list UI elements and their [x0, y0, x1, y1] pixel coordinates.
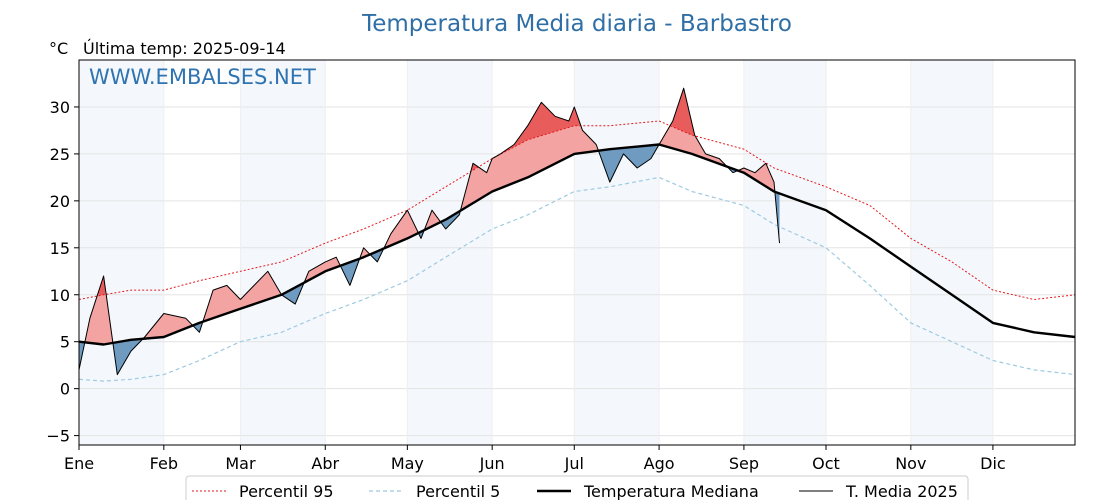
y-tick-label: 10: [50, 286, 70, 305]
series-line-median: [78, 143, 1076, 346]
legend: Percentil 95 Percentil 5 Temperatura Med…: [185, 475, 969, 500]
anomaly-fill-above: [425, 210, 442, 230]
plot-frame: [78, 59, 1076, 446]
anomaly-fill-above: [143, 313, 194, 339]
month-band-ene: [79, 60, 164, 445]
anomaly-fill-below: [282, 281, 305, 305]
legend-box: [185, 475, 969, 500]
y-tick-label: 30: [50, 98, 70, 117]
y-tick-label: −5: [46, 427, 70, 446]
legend-label-median: Temperatura Mediana: [583, 482, 759, 500]
x-tick-label-feb: Feb: [150, 454, 178, 473]
anomaly-fill-below: [113, 338, 144, 375]
y-tick-label: 5: [60, 333, 70, 352]
x-axis: Ene Feb Mar Abr May Jun Jul Ago Sep Oct Nov Dic: [64, 445, 1006, 473]
x-tick-label-oct: Oct: [812, 454, 840, 473]
month-band-mar: [240, 60, 326, 445]
series-lines: [78, 87, 1076, 382]
anomaly-fill-extreme: [671, 88, 695, 136]
month-band-may: [407, 60, 493, 445]
anomaly-fill-above: [203, 271, 283, 322]
month-band-jul: [574, 60, 660, 445]
anomaly-fill-above: [384, 210, 420, 249]
legend-label-p95: Percentil 95: [239, 482, 334, 500]
y-tick-label: 0: [60, 380, 70, 399]
month-band-nov: [910, 60, 993, 445]
anomaly-fill-above: [304, 257, 342, 283]
x-tick-label-may: May: [391, 454, 424, 473]
x-tick-label-ago: Ago: [644, 454, 675, 473]
anomaly-fill-above: [85, 276, 114, 345]
legend-label-p5: Percentil 5: [416, 482, 500, 500]
month-band-sep: [743, 60, 826, 445]
y-unit-label: °C: [49, 39, 68, 58]
x-tick-label-nov: Nov: [895, 454, 926, 473]
watermark: WWW.EMBALSES.NET: [89, 65, 316, 89]
x-tick-label-mar: Mar: [225, 454, 256, 473]
series-line-current: [78, 87, 780, 376]
y-tick-label: 15: [50, 239, 70, 258]
y-tick-label: 25: [50, 145, 70, 164]
anomaly-fill-extreme: [98, 276, 105, 296]
y-tick-label: 20: [50, 192, 70, 211]
last-update-label: Última temp: 2025-09-14: [83, 39, 286, 58]
x-tick-label-abr: Abr: [311, 454, 339, 473]
x-tick-label-sep: Sep: [729, 454, 759, 473]
plot-background: [79, 60, 993, 445]
x-tick-label-jul: Jul: [564, 454, 584, 473]
x-tick-label-ene: Ene: [64, 454, 94, 473]
anomaly-fill-above: [460, 102, 599, 211]
series-line-p95: [78, 120, 1076, 300]
x-tick-label-dic: Dic: [980, 454, 1006, 473]
x-tick-label-jun: Jun: [479, 454, 505, 473]
chart-title: Temperatura Media diaria - Barbastro: [361, 11, 792, 37]
legend-label-current: T. Media 2025: [845, 482, 958, 500]
anomaly-fill-above: [360, 247, 371, 259]
y-axis: −5 0 5 10 15 20 25 30: [46, 98, 79, 446]
